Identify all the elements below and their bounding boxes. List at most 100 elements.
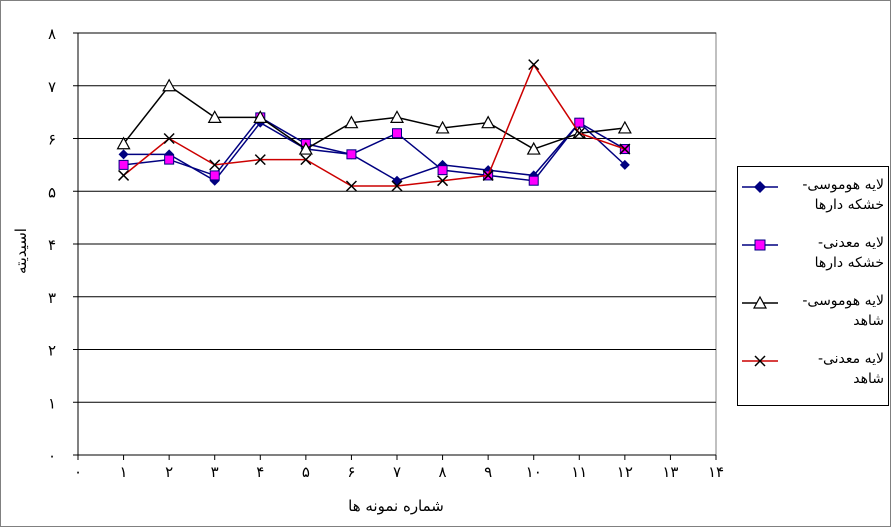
data-point-triangle — [116, 136, 131, 150]
x-tick-label: ۹ — [484, 463, 492, 481]
x-tick-label: ۱۳ — [662, 463, 678, 481]
data-point-square — [437, 165, 448, 176]
data-point-x — [254, 154, 266, 166]
y-tick-label: ۴ — [48, 236, 56, 254]
series-line — [123, 121, 626, 182]
data-point-x — [163, 132, 175, 145]
x-tick-label: ۱۲ — [617, 463, 633, 481]
legend-item: لایه معدنی- شاهد — [738, 349, 888, 397]
x-tick-label: ۸ — [439, 463, 447, 481]
data-point-x — [482, 169, 494, 181]
x-marker-stroke — [391, 180, 403, 192]
data-point-square — [528, 175, 539, 186]
data-point-triangle — [207, 110, 222, 124]
data-point-triangle — [617, 120, 632, 134]
data-point-triangle — [162, 78, 177, 92]
x-tick-label: ۶ — [347, 463, 355, 481]
legend-label: لایه معدنی- خشکه دارها — [778, 233, 884, 273]
data-point-x — [300, 154, 312, 166]
data-point-square — [164, 154, 175, 165]
series-line — [122, 84, 625, 150]
y-tick-label: ۳ — [48, 289, 56, 307]
legend-swatch-square — [742, 239, 778, 251]
y-tick-label: ۱ — [48, 394, 56, 412]
data-point-diamond — [118, 149, 129, 160]
x-marker-stroke — [300, 154, 312, 166]
x-marker-stroke — [437, 175, 449, 187]
x-marker-stroke — [118, 169, 130, 181]
data-point-x — [209, 159, 221, 171]
y-tick-label: ۲ — [48, 342, 56, 360]
data-point-triangle — [389, 110, 405, 124]
y-tick-label: ۶ — [48, 131, 56, 149]
legend-item: لایه معدنی- خشکه دارها — [738, 233, 888, 281]
gridlines — [78, 32, 716, 403]
x-marker-stroke — [345, 180, 357, 192]
x-marker-stroke — [482, 169, 494, 181]
legend-item: لایه هوموسی- شاهد — [738, 291, 888, 339]
x-tick-label: ۱ — [120, 463, 128, 481]
data-point-square — [209, 170, 220, 181]
legend-label-line1: لایه هوموسی- — [802, 293, 884, 309]
data-point-x — [437, 175, 449, 187]
x-tick-label: ۷ — [393, 463, 401, 481]
x-marker-stroke — [573, 127, 585, 139]
legend-label-line1: لایه هوموسی- — [802, 177, 884, 193]
data-point-square — [118, 159, 129, 170]
y-tick-label: ۵ — [48, 183, 56, 201]
data-point-diamond — [619, 159, 630, 170]
x-tick-label: ۳ — [211, 463, 219, 481]
data-point-square — [392, 128, 402, 139]
legend-label-line2: خشکه دارها — [814, 255, 884, 271]
data-point-x — [345, 180, 357, 192]
data-point-triangle — [435, 120, 450, 134]
data-point-triangle — [481, 115, 496, 129]
series-layer — [116, 59, 632, 192]
data-point-square — [346, 149, 357, 160]
x-marker-stroke — [619, 143, 631, 155]
legend-label-line1: لایه معدنی- — [817, 235, 884, 251]
data-point-triangle — [526, 141, 541, 155]
series-3 — [116, 78, 632, 155]
legend-label: لایه هوموسی- شاهد — [778, 291, 884, 331]
legend-item: لایه هوموسی- خشکه دارها — [738, 175, 888, 223]
y-tick-label: ۷ — [48, 78, 56, 96]
x-marker-stroke — [163, 132, 175, 145]
legend-swatch-diamond — [742, 181, 778, 193]
data-point-x — [528, 59, 540, 71]
data-point-triangle — [344, 115, 359, 129]
data-point-x — [391, 180, 403, 192]
legend-swatch-x — [742, 355, 778, 367]
data-point-x — [619, 143, 631, 155]
legend-label-line2: شاهد — [853, 371, 884, 387]
x-marker-stroke — [209, 159, 221, 171]
legend-label: لایه معدنی- شاهد — [778, 349, 884, 389]
legend-label-line2: شاهد — [853, 313, 884, 329]
x-tick-label: ۲ — [165, 463, 173, 481]
legend: لایه هوموسی- خشکه دارها لایه معدنی- خشکه… — [737, 166, 889, 406]
series-line — [123, 116, 626, 182]
axes — [73, 32, 717, 460]
x-tick-label: ۵ — [302, 463, 310, 481]
x-tick-label: ۰ — [74, 463, 82, 481]
x-marker-stroke — [254, 154, 266, 166]
x-tick-label: ۴ — [256, 463, 264, 481]
legend-label-line2: خشکه دارها — [814, 197, 884, 213]
legend-swatch-triangle — [742, 295, 778, 309]
data-point-x — [118, 169, 130, 181]
x-marker-stroke — [528, 59, 540, 71]
legend-label: لایه هوموسی- خشکه دارها — [778, 175, 884, 215]
data-point-triangle — [298, 141, 313, 155]
x-tick-label: ۱۱ — [571, 463, 587, 481]
series-4 — [118, 59, 631, 192]
data-point-triangle — [253, 110, 268, 124]
data-point-square — [574, 117, 585, 128]
y-tick-label: ۸ — [48, 25, 56, 43]
y-axis-title: اسیدیته — [12, 228, 30, 274]
y-tick-label: ۰ — [48, 447, 56, 465]
series-line — [123, 63, 626, 187]
data-point-x — [573, 127, 585, 139]
